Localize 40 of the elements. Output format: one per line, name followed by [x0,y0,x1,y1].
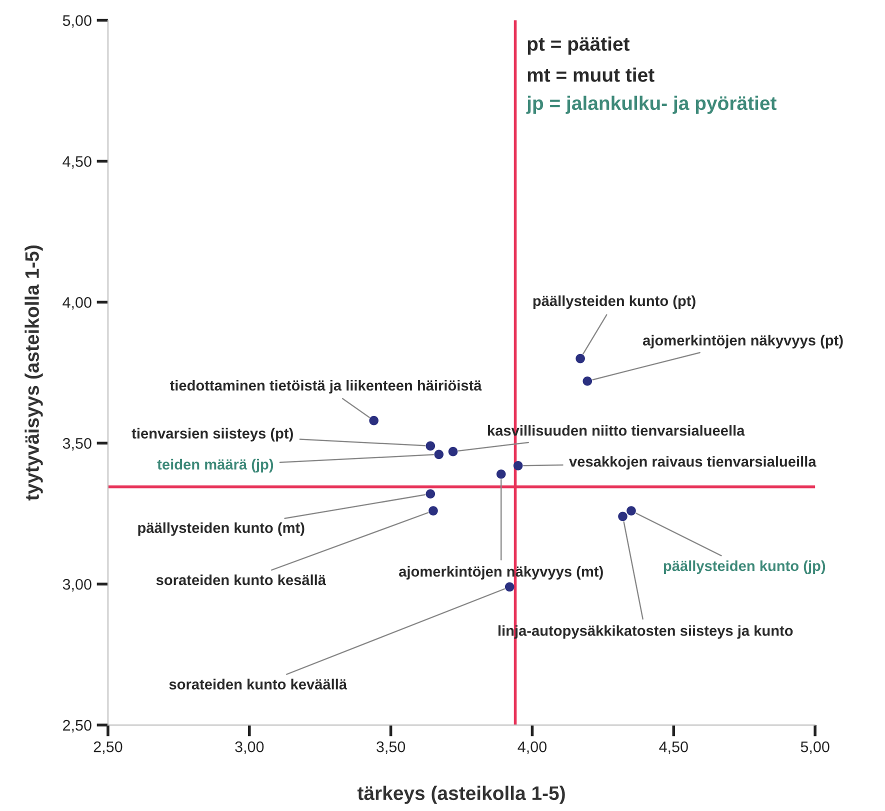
point [434,450,444,460]
annotation: tienvarsien siisteys (pt) [132,428,293,442]
annotation: teiden määrä (jp) [157,458,274,472]
x-tick-label: 3,00 [235,741,264,754]
point [428,506,438,516]
annotation: sorateiden kunto kesällä [156,574,326,586]
point [426,441,436,451]
y-tick-label: 3,00 [62,578,92,592]
point [369,416,379,426]
y-tick-label: 2,50 [63,720,92,733]
annotation: ajomerkintöjen näkyvyys (pt) [642,334,843,348]
point [448,446,458,456]
annotation: pt = päätiet [528,36,630,55]
annotation: jp = jalankulku- ja pyörätiet [526,96,776,114]
point [618,512,628,522]
x-tick-label: 3,50 [376,741,406,754]
y-axis-title: tyytyväisyys (asteikolla 1-5) [24,246,43,500]
annotation: mt = muut tiet [528,68,654,82]
point [496,469,506,479]
y-tick-label: 3,50 [62,438,92,451]
x-tick-label: 2,50 [94,741,122,754]
point [504,582,514,592]
y-tick-label: 5,00 [62,15,92,28]
point [426,489,436,499]
annotation: vesakkojen raivaus tienvarsialueilla [569,456,816,470]
x-axis-title: tärkeys (asteikolla 1-5) [357,786,565,804]
point [576,354,585,364]
annotation: sorateiden kunto keväällä [169,678,348,690]
y-tick-label: 4,00 [62,297,92,310]
annotation: päällysteiden kunto (jp) [664,560,826,574]
point [626,506,636,516]
y-tick-label: 4,50 [62,156,92,169]
x-tick-label: 5,00 [800,741,830,754]
annotation: tiedottaminen tietöistä ja liikenteen häiriöistä [170,380,482,394]
point [513,461,523,470]
x-tick-label: 4,00 [518,741,547,754]
x-tick-label: 4,50 [659,741,688,754]
point [582,376,592,386]
annotation: päällysteiden kunto (pt) [533,295,696,309]
annotation: päällysteiden kunto (mt) [138,522,304,536]
